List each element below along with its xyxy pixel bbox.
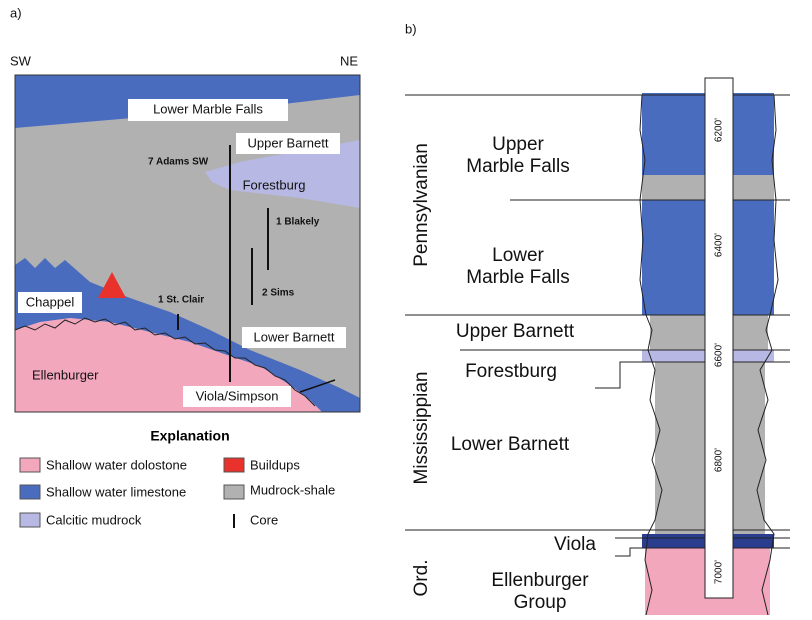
period-label: Ord. (411, 560, 432, 597)
well-label: 1 Blakely (276, 217, 320, 228)
unit-label: Forestburg (465, 361, 557, 382)
depth-label: 6800' (714, 448, 725, 472)
unit-label: Ellenburger (32, 367, 99, 382)
unit-label: Upper Barnett (456, 321, 575, 342)
legend-swatch (224, 458, 244, 472)
panel-label: a) (10, 5, 22, 20)
depth-column (705, 78, 733, 598)
legend-swatch (20, 513, 40, 527)
unit-label: Group (514, 592, 567, 613)
depth-label: 6400' (714, 233, 725, 257)
unit-label: Chappel (26, 294, 75, 309)
direction-label: NE (340, 53, 358, 68)
legend-swatch (224, 485, 244, 499)
legend-label: Buildups (250, 457, 300, 472)
unit-label: Marble Falls (466, 156, 569, 177)
legend-label: Calcitic mudrock (46, 512, 142, 527)
direction-label: SW (10, 53, 32, 68)
unit-label: Lower Barnett (451, 434, 570, 455)
legend: Explanation Shallow water dolostone Buil… (20, 428, 335, 528)
log-column: 6200' 6400' 6600' 6800' 7000' (405, 78, 790, 615)
unit-label: Viola/Simpson (196, 388, 279, 403)
legend-swatch (20, 458, 40, 472)
legend-label: Shallow water dolostone (46, 457, 187, 472)
period-label: Pennsylvanian (411, 143, 432, 267)
figure: a) SW NE Lower Marble Falls Upper Barnet… (0, 0, 812, 615)
legend-title: Explanation (150, 428, 229, 444)
legend-label: Mudrock-shale (250, 482, 335, 497)
unit-label: Upper (492, 134, 544, 155)
period-label: Mississippian (411, 372, 432, 485)
legend-label: Shallow water limestone (46, 484, 186, 499)
well-label: 2 Sims (262, 288, 295, 299)
panel-label: b) (405, 21, 417, 36)
unit-label: Lower Barnett (254, 329, 335, 344)
legend-swatch (20, 485, 40, 499)
depth-label: 7000' (714, 560, 725, 584)
cross-section: Lower Marble Falls Upper Barnett Forestb… (15, 75, 360, 412)
unit-label: Marble Falls (466, 267, 569, 288)
legend-label: Core (250, 512, 278, 527)
unit-label: Ellenburger (491, 570, 589, 591)
unit-label: Upper Barnett (248, 135, 329, 150)
unit-label: Forestburg (243, 177, 306, 192)
well-label: 1 St. Clair (158, 295, 204, 306)
unit-label: Lower (492, 245, 544, 266)
depth-label: 6200' (714, 118, 725, 142)
well-label: 7 Adams SW (148, 157, 209, 168)
unit-label: Viola (554, 534, 596, 555)
unit-label: Lower Marble Falls (153, 101, 263, 116)
depth-label: 6600' (714, 343, 725, 367)
